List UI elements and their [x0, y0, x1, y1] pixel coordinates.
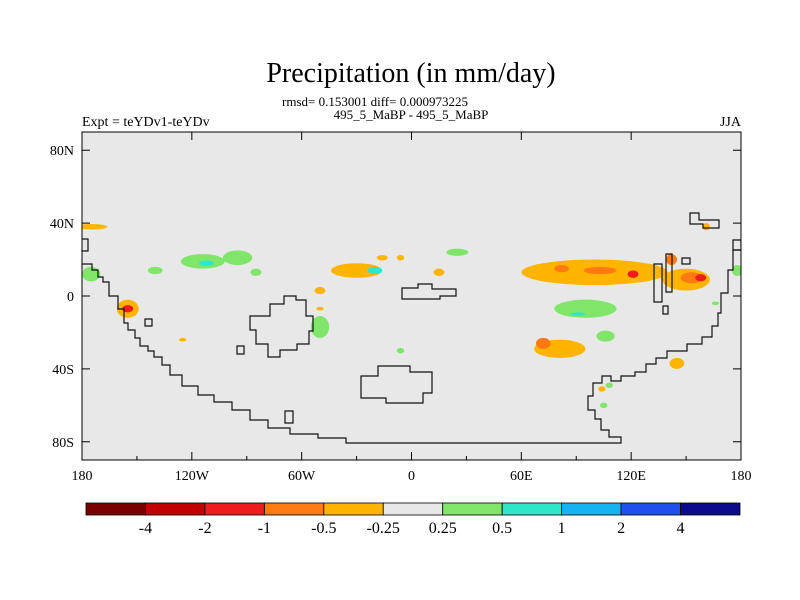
anomaly-region-19: [396, 347, 405, 354]
anomaly-region-9: [330, 263, 383, 278]
coastline-island-4: [144, 318, 153, 327]
colorbar-swatch-1: [85, 502, 146, 516]
anomaly-region-25: [680, 272, 703, 284]
x-tick-label-4: 0: [408, 469, 415, 484]
colorbar-label-9: 2: [617, 520, 625, 537]
anomaly-region-23: [554, 265, 569, 273]
anomaly-region-30: [570, 312, 586, 317]
colorbar-label-2: -2: [198, 520, 211, 537]
anomaly-region-40: [600, 402, 608, 409]
colorbar-label-1: -4: [139, 520, 152, 537]
anomaly-region-15: [314, 286, 326, 295]
anomaly-region-22: [627, 270, 639, 278]
coastline-island-1: [360, 365, 433, 404]
colorbar-label-7: 0.5: [492, 520, 512, 537]
colorbar-label-8: 1: [558, 520, 566, 537]
coastline-island-3: [284, 410, 294, 424]
anomaly-region-7: [147, 266, 163, 275]
y-axis: 80N 40N 0 40S 80S: [50, 144, 741, 451]
x-tick-label-6: 120E: [616, 469, 646, 484]
colorbar-swatch-7: [442, 502, 503, 516]
x-tick-label-3: 60W: [288, 469, 316, 484]
y-tick-label-5: 80S: [52, 436, 74, 451]
colorbar-swatch-9: [561, 502, 622, 516]
colorbar-label-10: 4: [677, 520, 685, 537]
coastline-southern-continent: [249, 295, 314, 358]
anomaly-region-32: [535, 337, 551, 349]
anomaly-region-35: [605, 382, 613, 389]
anomaly-region-29: [554, 299, 617, 318]
anomaly-region-21: [583, 266, 617, 275]
anomaly-region-34: [669, 357, 685, 369]
colorbar-swatch-2: [145, 502, 206, 516]
right-label: JJA: [720, 115, 742, 130]
colorbar-label-5: -0.25: [367, 520, 400, 537]
colorbar-swatch-8: [501, 502, 563, 516]
anomaly-region-3: [122, 305, 134, 313]
colorbar: [85, 502, 741, 516]
anomaly-region-5: [199, 260, 214, 266]
y-tick-label-1: 80N: [50, 144, 74, 159]
anomaly-field-layer: [82, 223, 741, 409]
y-tick-label-3: 0: [67, 290, 74, 305]
colorbar-swatch-4: [263, 502, 325, 516]
anomaly-region-26: [695, 274, 707, 282]
colorbar-swatch-10: [620, 502, 681, 516]
anomaly-region-17: [310, 316, 330, 338]
x-tick-label-5: 60E: [510, 469, 533, 484]
chart-subtitle: 495_5_MaBP - 495_5_MaBP: [334, 107, 489, 122]
plot-background: [82, 132, 741, 460]
anomaly-region-39: [711, 301, 720, 306]
chart-title: Precipitation (in mm/day): [266, 58, 555, 89]
colorbar-label-3: -1: [258, 520, 271, 537]
coastline-island-5: [236, 345, 245, 355]
colorbar-labels: -4 -2 -1 -0.5 -0.25 0.25 0.5 1 2 4: [139, 520, 685, 537]
anomaly-region-36: [598, 386, 606, 392]
x-tick-label-2: 120W: [175, 469, 210, 484]
x-tick-label-7: 180: [731, 469, 752, 484]
anomaly-region-16: [316, 306, 324, 311]
anomaly-region-6: [222, 250, 253, 266]
stats-line: rmsd= 0.153001 diff= 0.000973225: [282, 94, 468, 109]
anomaly-region-18: [179, 337, 187, 342]
anomaly-region-11: [376, 255, 388, 261]
left-label: Expt = teYDv1-teYDv: [82, 115, 210, 130]
anomaly-region-10: [367, 266, 383, 275]
y-tick-label-2: 40N: [50, 217, 74, 232]
coastline-layer: [82, 212, 741, 444]
anomaly-region-1: [82, 224, 108, 230]
colorbar-swatch-11: [680, 502, 741, 516]
anomaly-region-28: [702, 223, 710, 231]
x-tick-label-1: 180: [72, 469, 93, 484]
coastline-northern-landmass: [653, 212, 741, 315]
colorbar-swatch-3: [204, 502, 265, 516]
anomaly-region-13: [433, 268, 445, 276]
anomaly-region-8: [250, 268, 262, 276]
coastline-island-2: [401, 283, 457, 300]
anomaly-region-14: [446, 248, 469, 256]
colorbar-label-4: -0.5: [311, 520, 336, 537]
anomaly-region-33: [596, 330, 615, 342]
x-axis: 180 120W 60W 0 60E 120E 180: [72, 132, 752, 484]
anomaly-region-12: [396, 255, 405, 261]
colorbar-label-6: 0.25: [429, 520, 457, 537]
y-tick-label-4: 40S: [52, 363, 74, 378]
coastline-south-america: [82, 238, 741, 444]
colorbar-swatch-5: [323, 502, 384, 516]
anomaly-region-38: [731, 265, 741, 276]
colorbar-swatch-6: [382, 502, 444, 516]
